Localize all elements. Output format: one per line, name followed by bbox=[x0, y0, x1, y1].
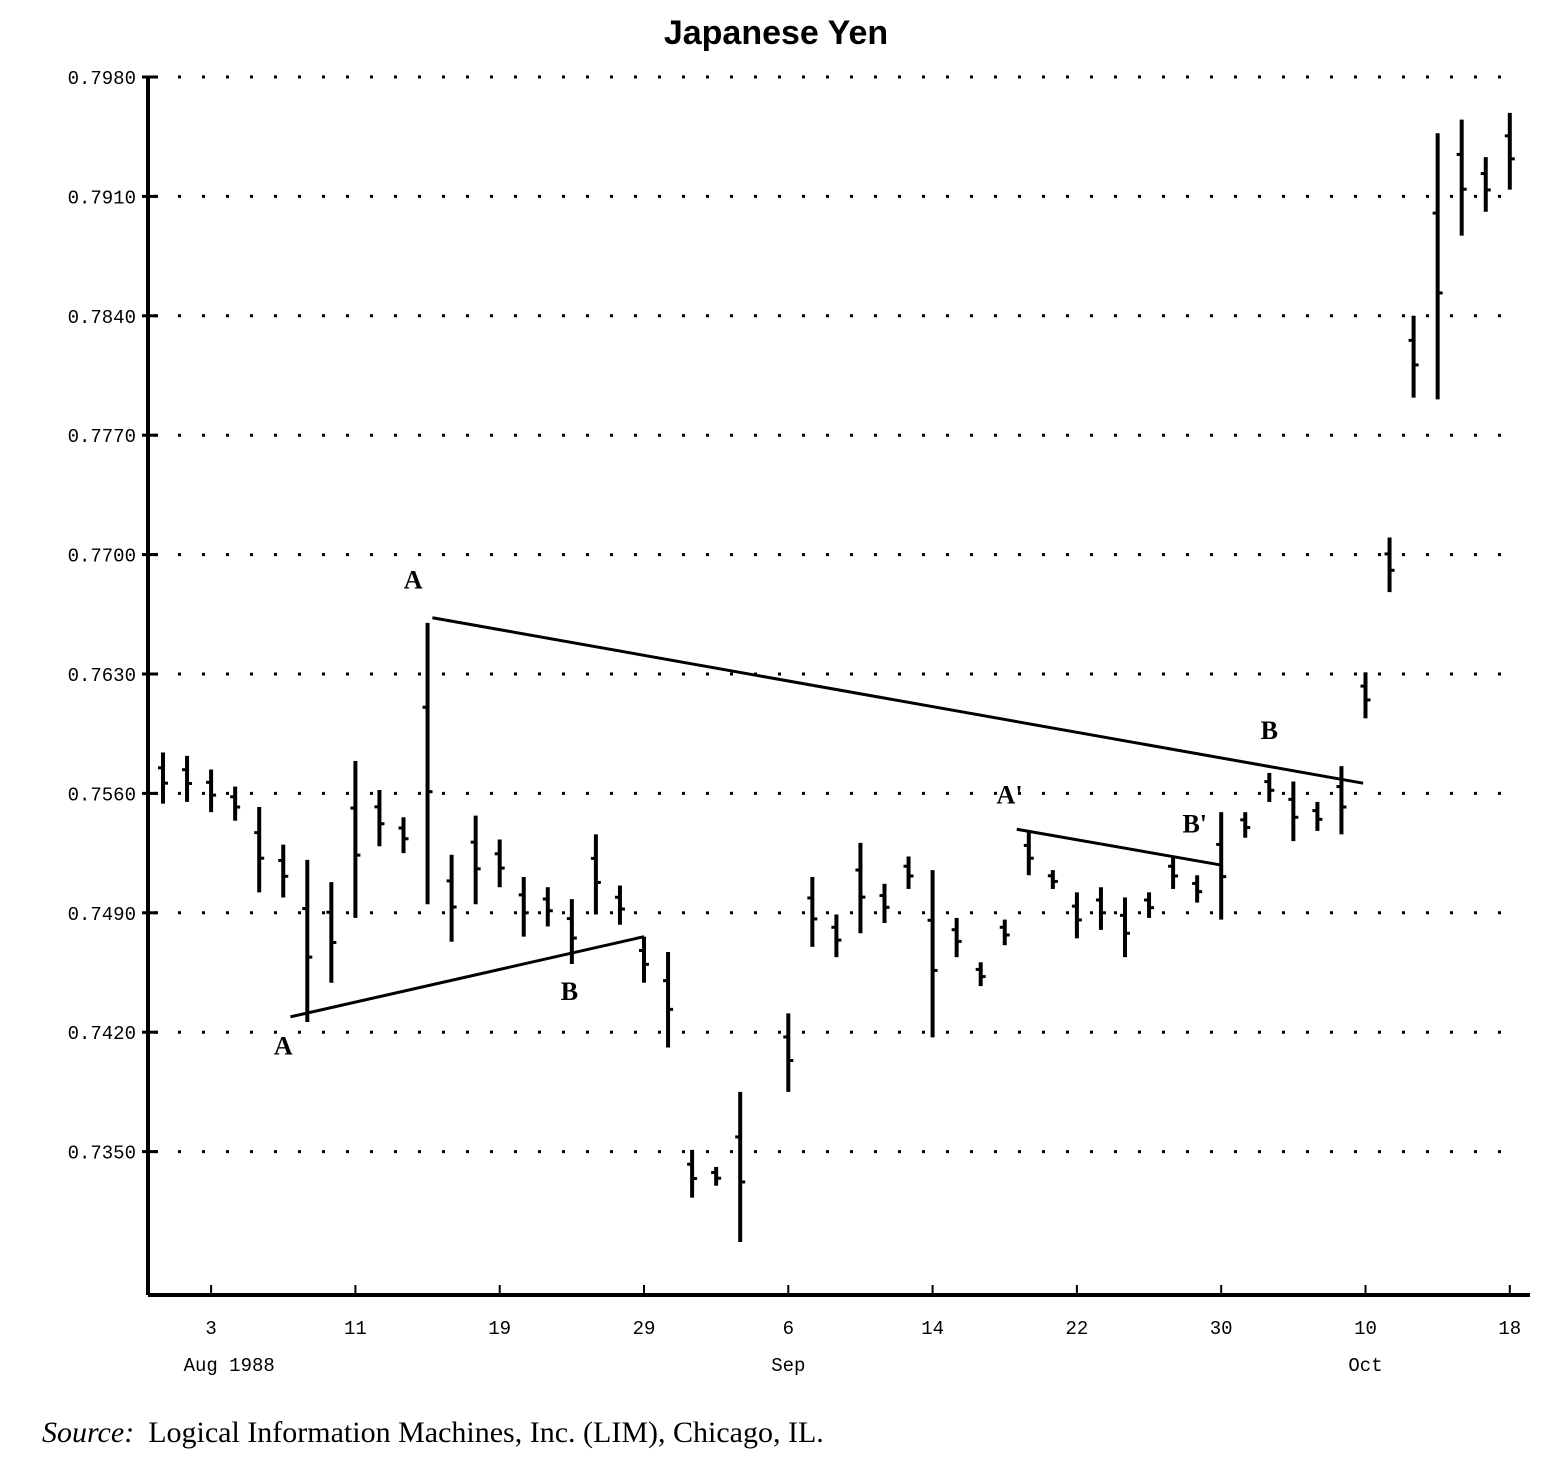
y-tick-label: 0.7490 bbox=[68, 904, 136, 926]
trendline bbox=[432, 616, 1364, 785]
y-tick-label: 0.7560 bbox=[68, 784, 136, 806]
x-tick-label: 18 bbox=[1498, 1318, 1521, 1340]
y-tick-label: 0.7770 bbox=[68, 426, 136, 448]
y-tick-label: 0.7910 bbox=[68, 187, 136, 209]
source-text: Logical Information Machines, Inc. (LIM)… bbox=[148, 1416, 824, 1449]
x-tick-label: 3 bbox=[205, 1318, 216, 1340]
x-tick-label: 22 bbox=[1065, 1318, 1088, 1340]
x-tick-label: 19 bbox=[488, 1318, 511, 1340]
trendline bbox=[290, 935, 645, 1019]
x-tick-label: 6 bbox=[783, 1318, 794, 1340]
annotation-label: B' bbox=[1182, 810, 1207, 839]
y-tick-label: 0.7980 bbox=[68, 68, 136, 90]
annotation-label: A bbox=[274, 1031, 293, 1060]
annotation-label: A bbox=[404, 566, 423, 595]
annotation-label: B bbox=[1261, 716, 1278, 745]
month-label: Sep bbox=[771, 1355, 805, 1377]
x-tick-label: 29 bbox=[633, 1318, 656, 1340]
month-label: Aug 1988 bbox=[184, 1355, 275, 1377]
y-tick-label: 0.7840 bbox=[68, 307, 136, 329]
source-label: Source: bbox=[42, 1416, 135, 1449]
annotation-label: B bbox=[561, 977, 578, 1006]
month-label: Oct bbox=[1348, 1355, 1382, 1377]
y-tick-label: 0.7700 bbox=[68, 546, 136, 568]
x-tick-label: 14 bbox=[921, 1318, 944, 1340]
source-note: Source: Logical Information Machines, Inc… bbox=[42, 1416, 824, 1450]
trendline bbox=[1016, 827, 1222, 867]
chart-title: Japanese Yen bbox=[663, 14, 889, 52]
x-tick-label: 10 bbox=[1354, 1318, 1377, 1340]
x-tick-label: 11 bbox=[344, 1318, 367, 1340]
y-tick-label: 0.7630 bbox=[68, 665, 136, 687]
y-tick-label: 0.7420 bbox=[68, 1023, 136, 1045]
annotation-label: A' bbox=[997, 781, 1023, 810]
y-tick-label: 0.7350 bbox=[68, 1143, 136, 1165]
x-tick-label: 30 bbox=[1210, 1318, 1233, 1340]
